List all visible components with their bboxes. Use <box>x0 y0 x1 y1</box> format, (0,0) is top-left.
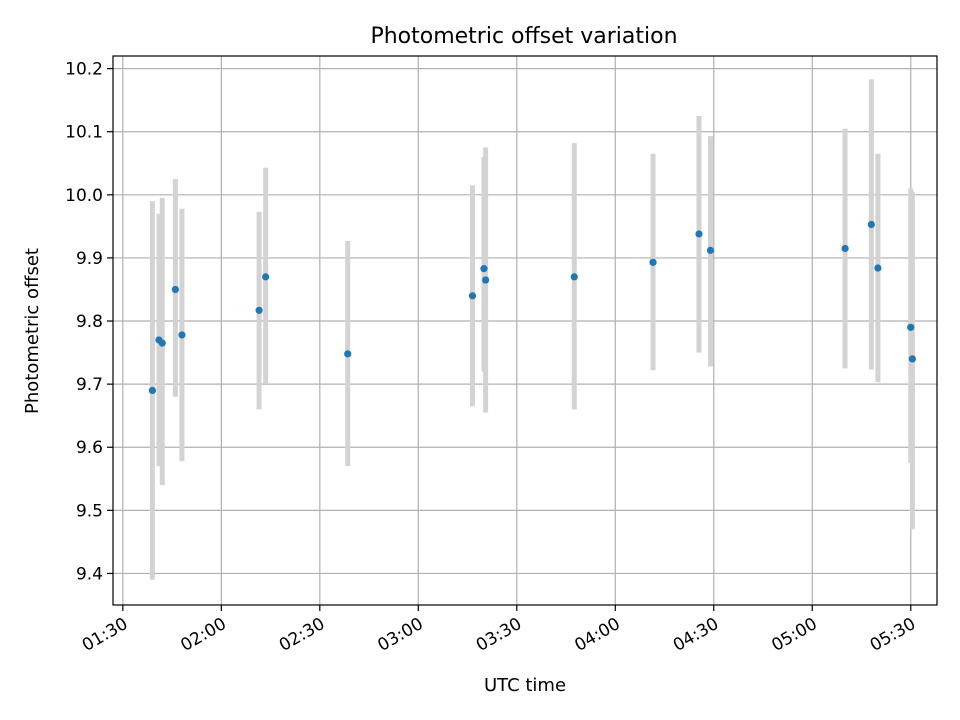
x-axis-ticks: 01:30 02:00 02:30 03:00 03:30 04:00 04:30 05:00… <box>79 605 919 656</box>
y-tick-label: 10.0 <box>65 186 103 206</box>
data-point <box>649 258 657 266</box>
data-point <box>695 230 703 238</box>
data-point <box>570 273 578 281</box>
data-point <box>171 285 179 294</box>
x-tick-label: 02:00 <box>177 614 229 656</box>
chart-title: Photometric offset variation <box>370 24 677 49</box>
data-point <box>908 355 916 363</box>
data-point <box>867 220 875 229</box>
y-tick-label: 9.5 <box>76 501 103 521</box>
data-point <box>874 264 882 272</box>
data-point <box>344 350 352 358</box>
data-point <box>468 292 477 300</box>
data-point <box>178 331 186 339</box>
x-tick-label: 01:30 <box>79 614 131 656</box>
plot-frame <box>112 55 938 606</box>
y-axis-label: Photometric offset <box>22 248 43 414</box>
y-tick-label: 9.9 <box>76 249 103 269</box>
data-point <box>482 276 490 284</box>
error-bars <box>149 79 915 580</box>
data-point <box>158 339 166 347</box>
data-point <box>480 265 488 273</box>
y-tick-label: 10.1 <box>65 123 103 143</box>
y-tick-label: 10.2 <box>65 60 103 80</box>
x-tick-label: 05:30 <box>867 614 919 656</box>
data-point <box>262 273 270 281</box>
x-axis-label: UTC time <box>484 675 566 696</box>
data-point <box>148 386 156 395</box>
y-tick-label: 9.4 <box>76 564 103 584</box>
data-point <box>907 323 915 331</box>
x-tick-label: 04:00 <box>571 614 623 656</box>
x-tick-label: 04:30 <box>670 614 722 656</box>
x-tick-label: 03:30 <box>473 614 525 656</box>
y-tick-label: 9.7 <box>76 375 103 395</box>
x-tick-label: 02:30 <box>276 614 328 656</box>
data-point <box>255 306 263 314</box>
grid <box>113 56 937 605</box>
y-tick-label: 9.6 <box>76 438 103 458</box>
data-point <box>706 246 715 254</box>
data-points <box>148 220 916 395</box>
x-tick-label: 05:00 <box>768 614 820 656</box>
y-axis-ticks: 9.4 9.5 9.6 9.7 9.8 9.9 10.0 10.1 10.2 <box>65 60 113 584</box>
y-tick-label: 9.8 <box>76 312 103 332</box>
data-point <box>841 244 849 253</box>
x-tick-label: 03:00 <box>374 614 426 656</box>
